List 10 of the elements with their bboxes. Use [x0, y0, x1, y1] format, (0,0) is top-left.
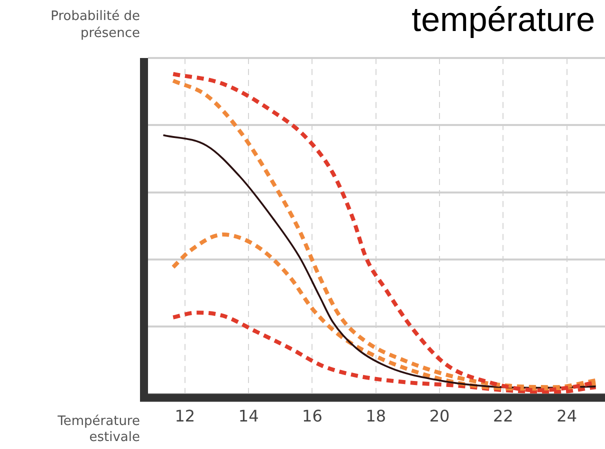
x-tick-label: 22	[492, 406, 514, 426]
x-tick-label: 14	[238, 406, 259, 426]
x-tick-label: 12	[174, 406, 196, 426]
y-axis-title: Probabilité de présence	[50, 8, 140, 42]
chart-title: température	[412, 0, 595, 40]
x-tick-label: 24	[556, 406, 577, 426]
x-tick-label: 16	[302, 406, 322, 426]
x-tick-label: 18	[366, 406, 386, 426]
x-axis-title: Température estivale	[56, 414, 140, 446]
x-tick-label: 20	[429, 406, 450, 426]
